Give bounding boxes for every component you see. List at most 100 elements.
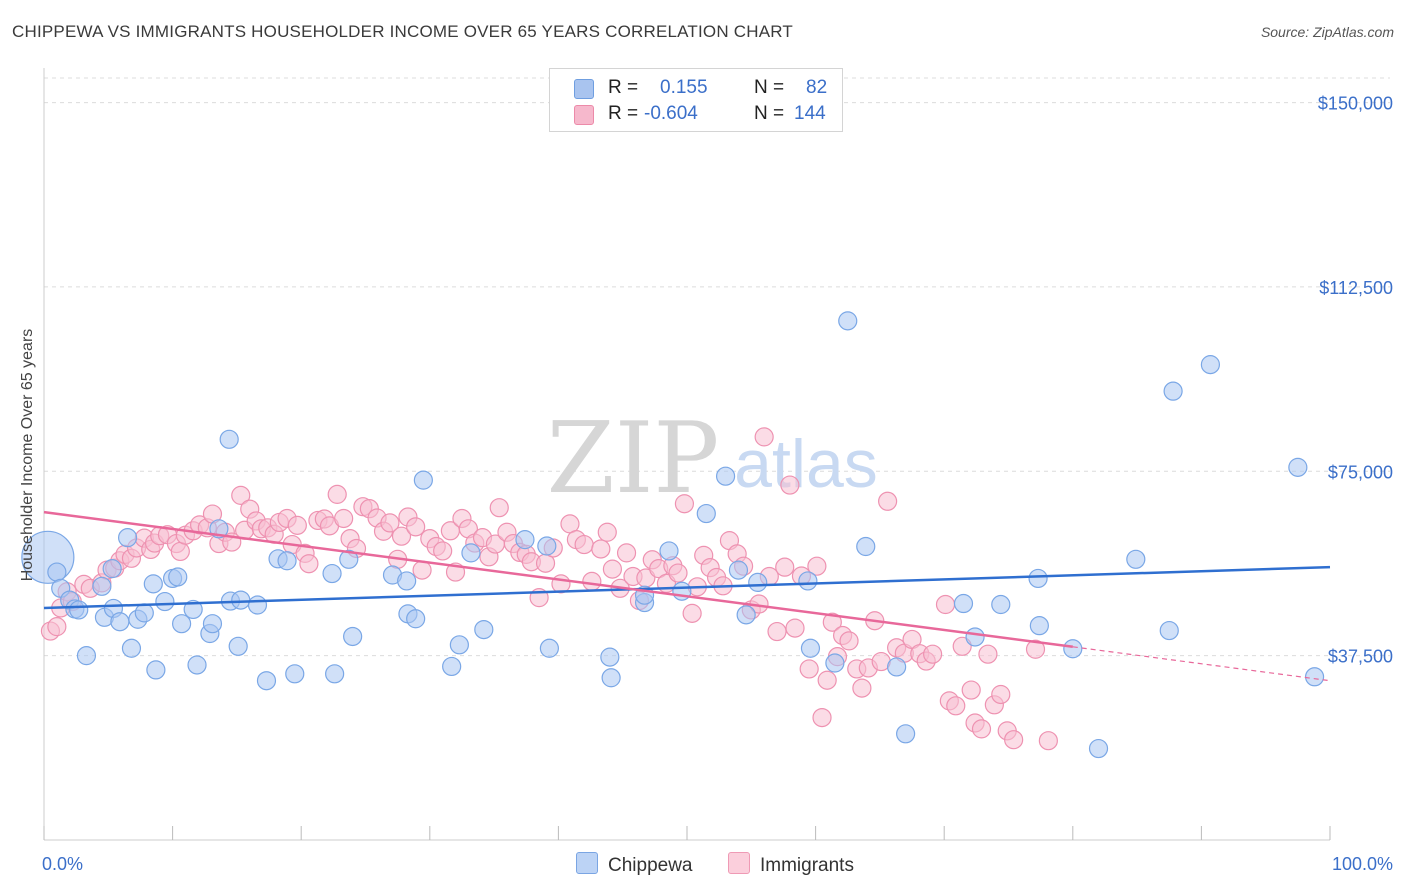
immigrants-point: [674, 494, 695, 514]
immigrants-point: [412, 560, 432, 580]
immigrants-trend-extension: [1072, 646, 1331, 682]
bottom-legend-label-chippewa: Chippewa: [608, 855, 693, 876]
immigrants-point: [582, 571, 602, 592]
immigrants-point: [952, 636, 972, 656]
immigrants-point: [334, 508, 354, 529]
immigrants-point: [923, 644, 943, 664]
chippewa-point: [247, 595, 268, 615]
chippewa-point: [1288, 457, 1308, 477]
bottom-legend-swatch-chippewa: [576, 852, 598, 874]
immigrants-point: [822, 612, 842, 632]
chippewa-point: [1063, 639, 1083, 659]
immigrants-point: [668, 563, 688, 583]
chippewa-point: [461, 543, 481, 563]
chippewa-point: [343, 626, 363, 647]
chippewa-point: [449, 635, 469, 655]
immigrants-point: [754, 427, 774, 447]
immigrants-point: [597, 522, 617, 542]
chippewa-point: [47, 562, 67, 582]
immigrants-point: [839, 631, 859, 651]
source-label: Source: ZipAtlas.com: [1260, 24, 1394, 40]
immigrants-point: [299, 554, 319, 574]
chippewa-point: [991, 594, 1011, 615]
immigrants-point: [170, 541, 190, 562]
axes: [43, 68, 1331, 841]
immigrants-point: [574, 534, 594, 555]
chippewa-point: [143, 574, 163, 594]
watermark-zip: ZIP: [547, 402, 720, 516]
chippewa-point: [856, 536, 876, 557]
chippewa-point: [825, 653, 845, 673]
chippewa-point: [887, 657, 907, 677]
immigrants-point: [961, 680, 981, 700]
chippewa-point: [715, 466, 736, 486]
chippewa-point: [474, 619, 494, 640]
chippewa-point: [110, 612, 130, 632]
immigrants-point: [991, 684, 1011, 705]
immigrants-point: [775, 557, 795, 577]
immigrants-point: [1025, 639, 1046, 659]
bottom-legend-label-immigrants: Immigrants: [760, 855, 854, 876]
chippewa-point: [1163, 381, 1183, 401]
chippewa-point: [406, 609, 426, 629]
immigrants-point: [1038, 731, 1058, 751]
chippewa-point: [285, 664, 305, 684]
chippewa-point: [1304, 667, 1325, 687]
chippewa-point: [202, 614, 223, 634]
immigrants-point: [978, 644, 998, 664]
immigrants-trend-line: [43, 510, 1073, 649]
y-tick-label: $37,500: [1328, 647, 1393, 667]
chippewa-point: [442, 656, 462, 677]
y-tick-label: $112,500: [1319, 278, 1393, 298]
chippewa-trend-line: [43, 565, 1331, 610]
immigrants-point: [878, 491, 898, 511]
immigrants-point: [391, 526, 412, 546]
chippewa-point: [155, 591, 175, 612]
chippewa-point: [798, 571, 818, 591]
immigrants-point: [785, 618, 805, 638]
chippewa-point: [168, 567, 188, 587]
chippewa-point: [965, 627, 985, 647]
chart-title: CHIPPEWA VS IMMIGRANTS HOUSEHOLDER INCOM…: [12, 22, 793, 41]
chippewa-point: [1159, 620, 1179, 641]
immigrants-point: [946, 696, 966, 716]
chippewa-point: [696, 503, 716, 524]
legend-n-value: 144: [794, 103, 826, 124]
correlation-legend: R = 0.155 N = 82 R = -0.604 N = 144: [549, 68, 843, 132]
immigrants-point: [591, 539, 611, 559]
y-axis-label: Householder Income Over 65 years: [19, 328, 36, 582]
chippewa-point: [325, 664, 345, 684]
chippewa-point: [537, 536, 557, 556]
y-tick-label: $150,000: [1318, 94, 1393, 114]
immigrants-point: [935, 594, 956, 615]
immigrants-point: [616, 543, 637, 563]
bottom-legend-chippewa: Chippewa: [576, 852, 693, 877]
chippewa-point: [134, 603, 154, 623]
legend-swatch-immigrants: [574, 105, 594, 125]
chippewa-point: [728, 560, 749, 580]
immigrants-point: [817, 670, 837, 690]
immigrants-point: [807, 556, 827, 576]
chippewa-point: [800, 638, 821, 658]
immigrants-point: [682, 603, 702, 623]
chippewa-point: [600, 647, 620, 667]
legend-n-value: 82: [806, 77, 828, 98]
chippewa-point: [187, 655, 207, 675]
chippewa-point: [146, 660, 166, 680]
immigrants-point: [489, 498, 509, 518]
immigrants-point: [327, 484, 347, 504]
chippewa-point: [748, 572, 768, 592]
x-tick-label: 100.0%: [1332, 854, 1393, 874]
immigrants-point: [767, 621, 787, 642]
chippewa-point: [659, 541, 679, 561]
y-tick-label: $75,000: [1328, 462, 1393, 482]
legend-n-label: N =: [754, 103, 785, 124]
chippewa-point: [121, 638, 142, 658]
immigrants-point: [780, 475, 800, 495]
legend-r-label: R =: [608, 77, 639, 98]
chippewa-point: [231, 590, 251, 610]
chippewa-point: [515, 530, 535, 550]
chippewa-point: [339, 549, 359, 569]
bottom-legend-immigrants: Immigrants: [728, 852, 854, 877]
